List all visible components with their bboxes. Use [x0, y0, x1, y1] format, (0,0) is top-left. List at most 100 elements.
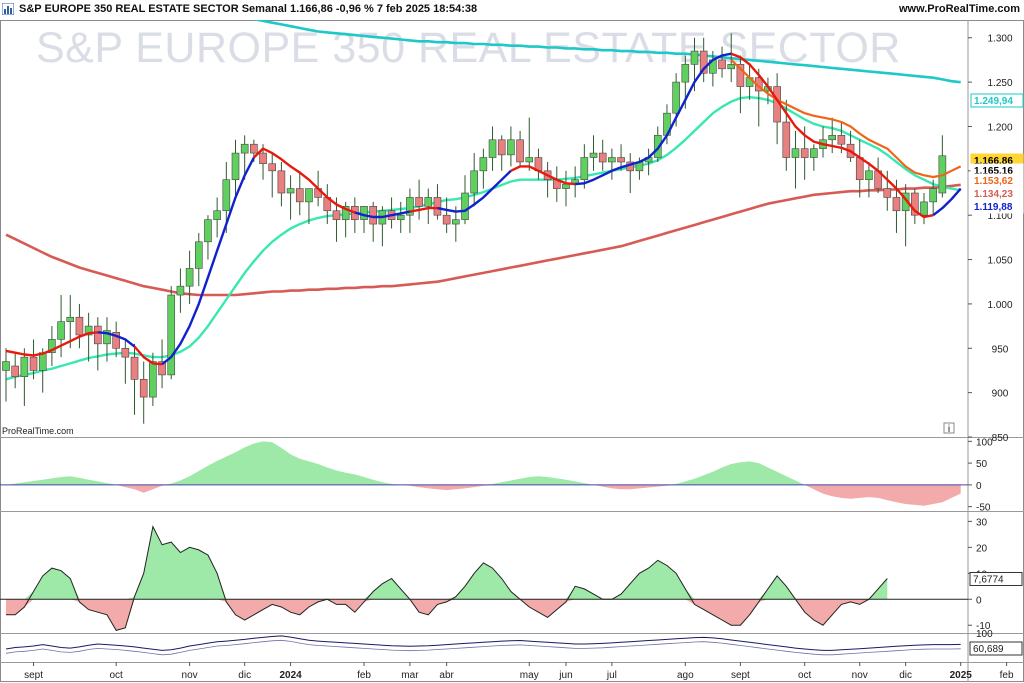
candle-body[interactable]	[121, 347, 130, 358]
info-icon[interactable]	[943, 422, 955, 434]
candle-body[interactable]	[828, 135, 837, 141]
candle-body[interactable]	[139, 379, 148, 398]
candle-body[interactable]	[2, 361, 10, 371]
candle-body[interactable]	[461, 192, 469, 220]
candle-body[interactable]	[855, 157, 864, 181]
candle-body[interactable]	[479, 157, 488, 172]
candle-body[interactable]	[810, 148, 818, 158]
candle-body[interactable]	[452, 219, 460, 225]
candle-body[interactable]	[341, 206, 350, 220]
candle-body[interactable]	[488, 139, 497, 158]
candle-body[interactable]	[369, 206, 378, 225]
candle-body[interactable]	[57, 321, 65, 340]
chart-canvas[interactable]: 1.3001.2501.2001.1501.1001.0501.00095090…	[0, 20, 1024, 683]
candle-body[interactable]	[112, 332, 120, 349]
candle-body[interactable]	[176, 285, 185, 296]
candle-body[interactable]	[791, 148, 800, 158]
strength-value-box	[969, 641, 1023, 656]
candle-body[interactable]	[20, 356, 29, 377]
candle-body[interactable]	[396, 214, 405, 220]
candle-body[interactable]	[66, 316, 75, 322]
candle-body[interactable]	[580, 157, 589, 181]
candle-body[interactable]	[516, 139, 524, 163]
price-axis-label: 1.200	[987, 122, 1012, 133]
candle-body[interactable]	[681, 64, 690, 83]
candle-body[interactable]	[194, 241, 203, 269]
moving-average-short-line	[253, 147, 356, 214]
candle-body[interactable]	[442, 214, 451, 225]
candle-body[interactable]	[277, 170, 286, 194]
momentum-axis-label: -10	[976, 621, 991, 632]
time-axis-label: feb	[357, 670, 371, 681]
candle-body[interactable]	[204, 219, 212, 243]
candle-body[interactable]	[424, 197, 433, 207]
candle-body[interactable]	[94, 325, 102, 345]
website-label[interactable]: www.ProRealTime.com	[898, 3, 1020, 15]
candle-body[interactable]	[11, 365, 19, 377]
candle-body[interactable]	[48, 339, 56, 354]
candle-body[interactable]	[837, 135, 846, 145]
candle-body[interactable]	[149, 361, 157, 398]
candle-body[interactable]	[690, 50, 699, 65]
candle-body[interactable]	[718, 59, 726, 70]
candle-body[interactable]	[103, 330, 111, 345]
candle-body[interactable]	[231, 152, 240, 181]
candle-body[interactable]	[672, 81, 680, 114]
candle-body[interactable]	[240, 143, 249, 154]
candle-body[interactable]	[727, 64, 736, 70]
price-axis-label: 1.100	[987, 211, 1012, 222]
candle-body[interactable]	[305, 188, 313, 203]
candle-body[interactable]	[883, 188, 892, 198]
candle-body[interactable]	[29, 356, 38, 371]
candle-body[interactable]	[589, 152, 598, 158]
candle-body[interactable]	[525, 157, 534, 163]
candle-body[interactable]	[286, 188, 295, 194]
momentum-value-box	[969, 571, 1023, 586]
candle-body[interactable]	[892, 197, 901, 212]
candle-body[interactable]	[782, 121, 791, 158]
candle-body[interactable]	[259, 152, 267, 165]
price-axis-label: 1.300	[987, 34, 1012, 45]
candle-body[interactable]	[222, 179, 231, 212]
candle-body[interactable]	[562, 183, 570, 189]
candle-body[interactable]	[250, 143, 258, 154]
candle-body[interactable]	[406, 197, 414, 216]
candle-body[interactable]	[38, 352, 47, 371]
candle-body[interactable]	[360, 206, 368, 220]
candle-body[interactable]	[865, 170, 873, 181]
candle-body[interactable]	[608, 157, 616, 163]
price-label: 1.119,88	[974, 202, 1013, 213]
candle-body[interactable]	[497, 139, 506, 156]
candle-body[interactable]	[736, 64, 745, 87]
candle-body[interactable]	[185, 268, 194, 287]
candle-body[interactable]	[433, 197, 442, 216]
time-axis-label: dic	[899, 670, 912, 681]
momentum-axis-label: 30	[976, 517, 988, 528]
candle-body[interactable]	[295, 188, 304, 203]
time-axis-label: nov	[852, 670, 868, 681]
candle-body[interactable]	[84, 325, 93, 336]
momentum-value-label: 7,6774	[973, 574, 1004, 585]
candle-body[interactable]	[167, 294, 176, 376]
candle-body[interactable]	[213, 210, 221, 220]
candle-body[interactable]	[617, 157, 625, 163]
candle-body[interactable]	[929, 188, 937, 203]
candle-body[interactable]	[920, 201, 928, 216]
candle-body[interactable]	[911, 192, 919, 216]
candle-body[interactable]	[130, 356, 139, 380]
candle-body[interactable]	[598, 152, 607, 163]
moving-average-short-line	[730, 52, 934, 219]
candle-body[interactable]	[415, 197, 423, 207]
candle-body[interactable]	[268, 163, 277, 172]
candle-body[interactable]	[470, 170, 478, 194]
candle-body[interactable]	[507, 139, 515, 156]
candle-body[interactable]	[800, 148, 809, 158]
candle-body[interactable]	[332, 210, 341, 220]
candle-body[interactable]	[75, 316, 84, 336]
candle-body[interactable]	[653, 135, 662, 158]
oscillator-negative-area	[6, 484, 961, 506]
moving-average-short-line	[932, 187, 962, 217]
candle-body[interactable]	[158, 361, 166, 376]
candle-body[interactable]	[699, 50, 708, 74]
strength-line	[5, 635, 961, 651]
